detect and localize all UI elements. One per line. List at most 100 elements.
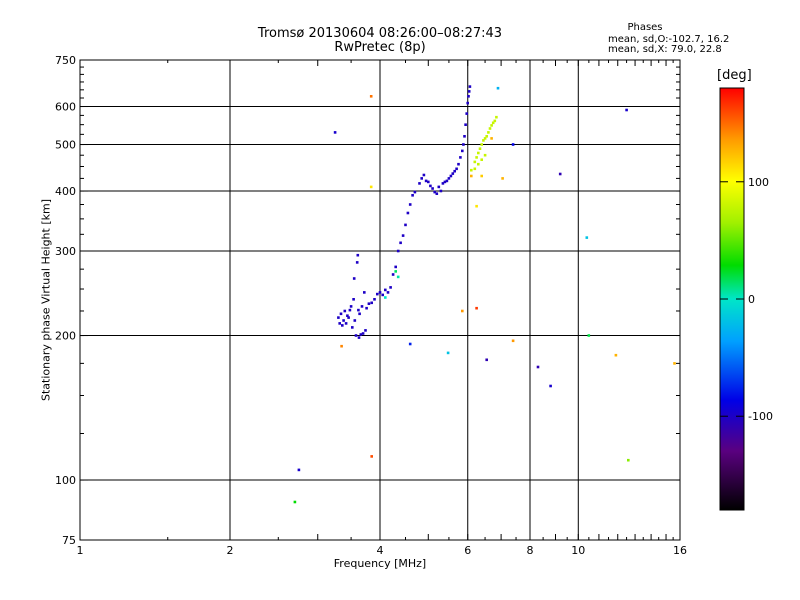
o-trace-point [411, 194, 414, 197]
x-axis-label: Frequency [MHz] [333, 557, 427, 570]
o-trace-point [367, 302, 371, 305]
x-trace-point [473, 167, 477, 171]
data-points [293, 85, 676, 504]
o-trace-point [396, 249, 400, 253]
y-tick-label: 300 [55, 245, 76, 258]
o-trace-point [457, 162, 460, 166]
o-trace-point [455, 167, 458, 171]
o-trace-point [352, 298, 355, 301]
scatter-point [370, 455, 373, 458]
o-trace-point [370, 301, 373, 305]
o-trace-point [361, 332, 365, 335]
o-trace-point [433, 190, 436, 194]
scatter-point [549, 384, 552, 388]
scatter-point [475, 204, 478, 208]
o-trace-point [465, 112, 468, 115]
plot-grid [80, 60, 680, 540]
o-trace-point [404, 223, 407, 227]
o-trace-point [355, 261, 359, 264]
o-trace-point [344, 322, 348, 325]
o-trace-point [401, 234, 405, 237]
plot-frame [79, 59, 681, 541]
x-trace-point [473, 160, 477, 164]
scatter-point [394, 270, 397, 273]
scatter-point [614, 353, 618, 357]
scatter-point [558, 172, 562, 176]
colorbar-tick-label: -100 [748, 410, 773, 423]
o-trace-point [364, 329, 367, 332]
o-trace-point [391, 273, 395, 276]
o-trace-point [351, 326, 354, 329]
x-trace-point [493, 119, 497, 123]
scatter-point [470, 174, 473, 178]
scatter-point [340, 344, 343, 348]
scatter-point [490, 137, 493, 140]
colorbar-tick-label: 0 [748, 293, 755, 306]
scatter-point [587, 334, 591, 337]
o-trace-point [337, 316, 340, 319]
o-trace-point [420, 177, 423, 180]
o-trace-point [360, 305, 364, 308]
y-tick-label: 100 [55, 474, 76, 487]
o-trace-point [359, 333, 363, 336]
scatter-point [511, 143, 515, 146]
x-trace-point [483, 153, 487, 157]
o-trace-point [376, 292, 379, 296]
o-trace-point [418, 182, 421, 185]
scatter-point [461, 309, 464, 313]
x-tick-label: 4 [377, 544, 384, 557]
x-tick-label: 1 [77, 544, 84, 557]
scatter-point [480, 174, 483, 178]
o-trace-point [439, 189, 443, 193]
x-trace-point [483, 137, 487, 140]
o-trace-point [429, 184, 432, 188]
scatter-point [536, 365, 540, 369]
phases-heading: Phases [627, 22, 663, 33]
o-trace-point [447, 177, 451, 180]
o-trace-point [358, 312, 361, 316]
o-trace-point [342, 319, 345, 322]
o-trace-point [441, 182, 445, 185]
o-trace-point [338, 322, 341, 325]
x-trace-point [491, 121, 495, 125]
x-trace-point [478, 147, 482, 150]
o-trace-point [389, 286, 392, 289]
chart-subtitle: RwPretec (8p) [334, 40, 426, 55]
o-trace-point [406, 211, 410, 215]
x-trace-point [480, 143, 483, 146]
scatter-point [297, 468, 301, 472]
scatter-point [625, 108, 628, 112]
scatter-point [501, 177, 504, 180]
o-trace-point [357, 336, 361, 339]
x-trace-point [495, 115, 498, 119]
o-trace-point [435, 192, 439, 195]
o-trace-point [352, 277, 356, 280]
o-trace-point [467, 95, 470, 98]
o-trace-point [346, 314, 349, 317]
y-tick-label: 200 [55, 330, 76, 343]
o-trace-point [339, 312, 343, 316]
o-trace-point [449, 174, 453, 178]
scatter-point [485, 358, 488, 362]
colorbar-label: [deg] [717, 68, 752, 83]
o-trace-point [386, 291, 390, 294]
scatter-point [293, 500, 297, 504]
o-trace-point [378, 291, 382, 294]
o-trace-point [464, 123, 467, 126]
scatter-point [384, 296, 387, 299]
o-trace-point [453, 169, 456, 173]
o-trace-point [459, 156, 462, 159]
o-trace-point [343, 309, 347, 313]
o-trace-point [381, 293, 384, 297]
x-trace-point [488, 127, 492, 130]
o-trace-point [431, 187, 434, 190]
o-trace-point [341, 324, 344, 327]
x-tick-label: 2 [227, 544, 234, 557]
o-trace-point [347, 316, 350, 319]
x-trace-point [475, 156, 478, 159]
y-tick-label: 75 [62, 534, 76, 547]
o-trace-point [461, 149, 464, 153]
y-axis-ticks: 75 100 200 300 400 500 600 750 [55, 54, 680, 547]
scatter-point [369, 95, 373, 98]
scatter-point [369, 185, 373, 189]
